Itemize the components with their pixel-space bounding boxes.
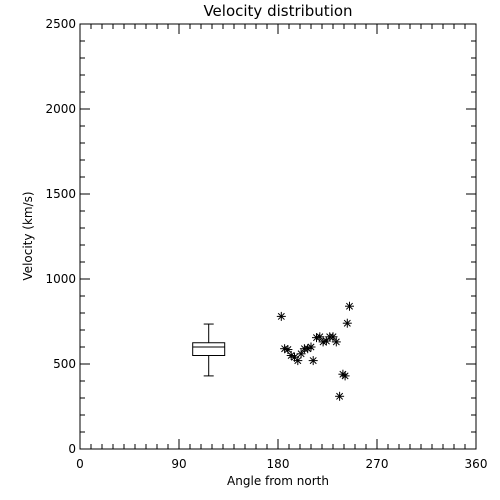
x-tick-label: 180 xyxy=(267,457,290,471)
axis-ticks xyxy=(79,23,477,450)
data-point xyxy=(331,337,341,347)
x-tick-label: 0 xyxy=(76,457,84,471)
data-point xyxy=(308,356,318,366)
y-tick-label: 1000 xyxy=(45,272,76,286)
x-tick-label: 90 xyxy=(171,457,186,471)
data-point xyxy=(328,332,338,342)
velocity-boxplot xyxy=(192,323,226,377)
y-axis-label: Velocity (km/s) xyxy=(21,191,35,280)
data-point xyxy=(345,301,354,311)
data-point xyxy=(315,332,325,342)
x-tick-label: 270 xyxy=(366,457,389,471)
data-point xyxy=(340,371,350,381)
y-tick-label: 500 xyxy=(53,357,76,371)
data-point xyxy=(276,311,286,321)
y-tick-label: 0 xyxy=(68,442,76,456)
boxplot-box xyxy=(192,342,226,356)
chart-title: Velocity distribution xyxy=(203,2,352,20)
plot-frame xyxy=(79,23,477,450)
x-axis-label: Angle from north xyxy=(227,474,329,488)
data-point xyxy=(342,318,352,328)
data-point xyxy=(293,356,303,366)
scatter-points xyxy=(276,301,354,401)
data-point xyxy=(296,349,306,359)
y-tick-label: 2000 xyxy=(45,102,76,116)
data-point xyxy=(306,342,316,352)
y-tick-label: 2500 xyxy=(45,17,76,31)
y-tick-label: 1500 xyxy=(45,187,76,201)
axis-tick-labels: 0 90 180 270 360 0 500 1000 1500 2000 2500 xyxy=(45,17,487,471)
x-tick-label: 360 xyxy=(465,457,488,471)
data-point xyxy=(335,391,345,401)
